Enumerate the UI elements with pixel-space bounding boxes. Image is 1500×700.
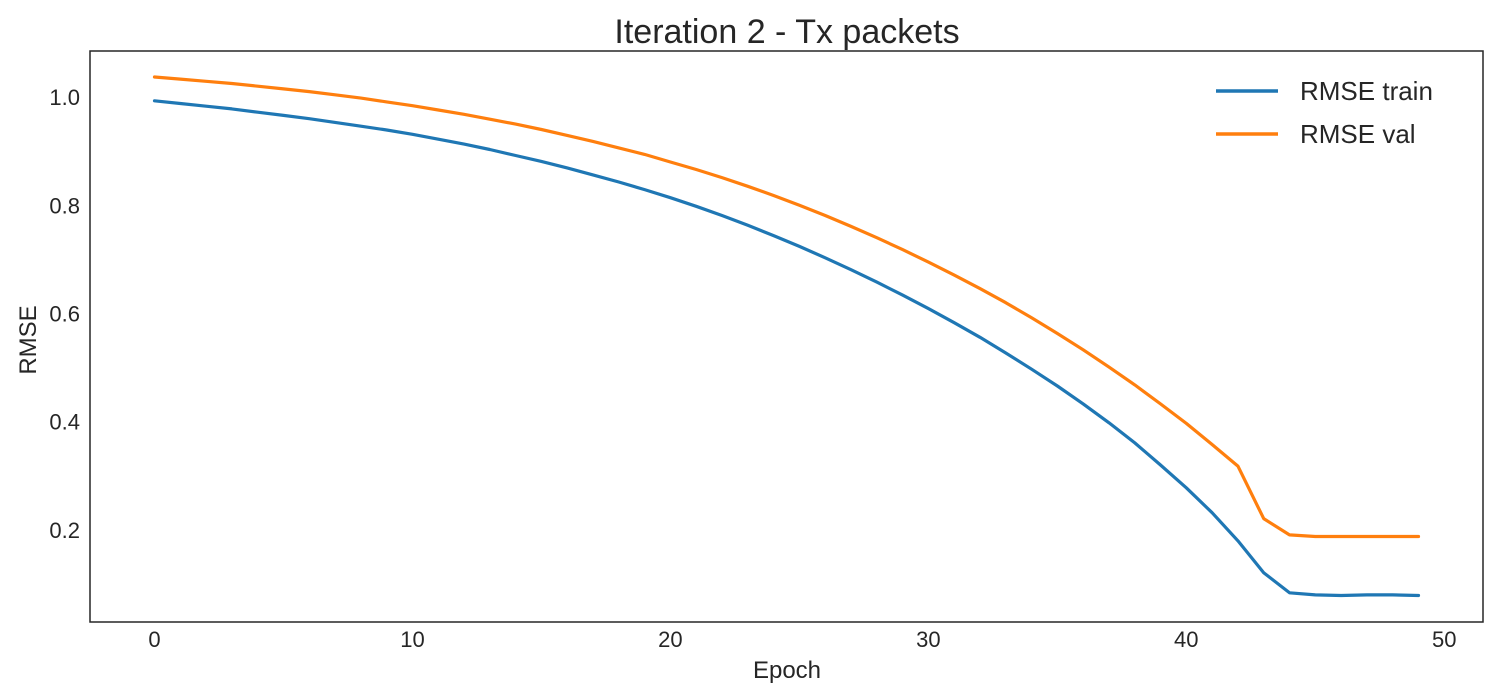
legend-label-1: RMSE val bbox=[1300, 119, 1416, 149]
y-tick-label: 0.2 bbox=[49, 518, 80, 543]
x-tick-label: 30 bbox=[916, 627, 940, 652]
plot-frame bbox=[89, 50, 1484, 623]
legend: RMSE train RMSE val bbox=[1216, 76, 1433, 149]
x-tick-label: 50 bbox=[1432, 627, 1456, 652]
x-tick-label: 10 bbox=[400, 627, 424, 652]
y-axis-label: RMSE bbox=[15, 305, 42, 374]
y-axis: 0.2 0.4 0.6 0.8 1.0 bbox=[49, 85, 80, 543]
chart-title: Iteration 2 - Tx packets bbox=[614, 13, 959, 51]
x-tick-label: 40 bbox=[1174, 627, 1198, 652]
x-tick-label: 20 bbox=[658, 627, 682, 652]
x-axis-label: Epoch bbox=[753, 657, 821, 684]
series-line-0 bbox=[152, 99, 1421, 598]
series-line-1 bbox=[152, 75, 1421, 539]
y-tick-label: 0.4 bbox=[49, 410, 80, 435]
y-tick-label: 0.8 bbox=[49, 193, 80, 218]
x-tick-label: 0 bbox=[148, 627, 160, 652]
y-tick-label: 0.6 bbox=[49, 302, 80, 327]
x-axis: 0 10 20 30 40 50 bbox=[148, 627, 1456, 652]
y-tick-label: 1.0 bbox=[49, 85, 80, 110]
plot-area bbox=[152, 75, 1421, 598]
legend-label-0: RMSE train bbox=[1300, 76, 1433, 106]
